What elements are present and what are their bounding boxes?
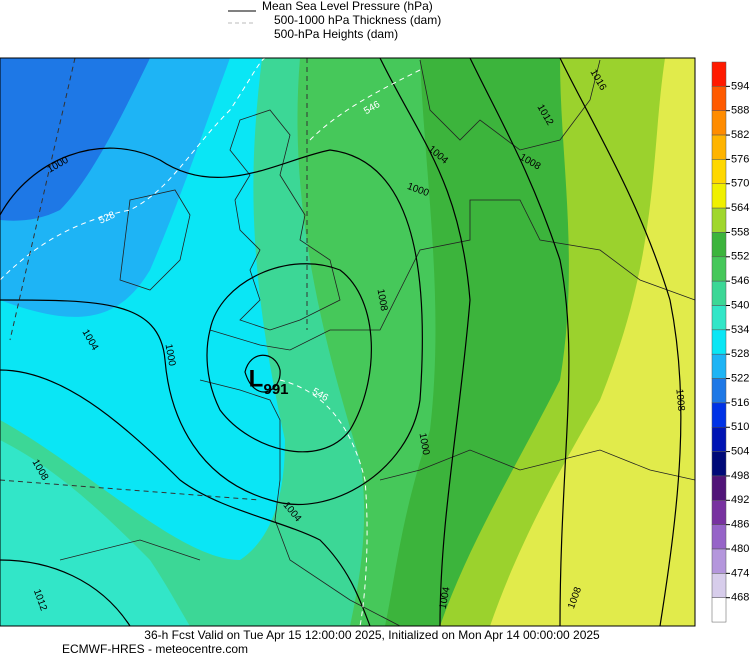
color-box (711, 110, 727, 136)
isobar (206, 263, 372, 453)
color-box (711, 329, 727, 355)
colorbar: 594 588 582 576 570 564 558 552 546 540 534 528 522 5… (711, 61, 749, 623)
colorbar-label: 528 (731, 348, 749, 360)
map-frame (0, 57, 696, 627)
color-box (711, 61, 727, 87)
isobar (0, 147, 423, 505)
height-line (9, 57, 76, 341)
color-box (711, 353, 727, 379)
colorbar-label: 588 (731, 105, 749, 117)
isobar-label: 1004 (438, 586, 453, 610)
color-box (711, 134, 727, 160)
color-box (711, 232, 727, 258)
thickness-line (0, 57, 266, 281)
colorbar-label: 498 (731, 470, 749, 482)
isobar-label: 1008 (673, 388, 686, 412)
color-box (711, 256, 727, 282)
band (0, 58, 150, 221)
color-box (711, 500, 727, 525)
colorbar-label: 468 (731, 592, 749, 604)
legend-text: 500-1000 hPa Thickness (dam) (274, 13, 441, 27)
colorbar-label: 540 (731, 299, 749, 311)
colorbar-label: 546 (731, 275, 749, 287)
color-box (711, 159, 727, 184)
coastline (229, 109, 341, 331)
colorbar-label: 576 (731, 153, 749, 165)
color-box (711, 573, 727, 598)
colorbar-label: 510 (731, 421, 749, 433)
colorbar-label: 474 (731, 567, 749, 579)
legend-text: Mean Sea Level Pressure (hPa) (262, 0, 433, 13)
colorbar-label: 594 (731, 80, 749, 92)
color-box (711, 86, 727, 111)
coastline (119, 189, 191, 291)
isobar (469, 57, 570, 627)
color-box (711, 305, 727, 331)
coastline (59, 199, 696, 627)
color-box (711, 378, 727, 404)
thickness-line (279, 69, 421, 627)
isobar (0, 369, 371, 627)
color-box (711, 207, 727, 233)
colorbar-label: 564 (731, 202, 749, 214)
legend-text: 500-hPa Heights (dam) (274, 27, 398, 41)
colorbar-label: 534 (731, 324, 749, 336)
colorbar-label: 516 (731, 397, 749, 409)
isobar (379, 57, 471, 627)
color-box (711, 280, 727, 306)
colorbar-label: 558 (731, 226, 749, 238)
color-box (711, 548, 727, 574)
isobar (0, 559, 131, 627)
isobar (244, 354, 281, 393)
low-symbol: L (249, 365, 264, 392)
color-box (711, 427, 727, 452)
colorbar-label: 480 (731, 543, 749, 555)
isobar-label: 1000 (417, 432, 432, 456)
colorbar-label: 486 (731, 519, 749, 531)
isobar (559, 57, 682, 627)
color-box (711, 183, 727, 209)
color-box (711, 475, 727, 501)
colorbar-label: 570 (731, 178, 749, 190)
footer-text: ECMWF-HRES - meteocentre.com (62, 642, 248, 656)
colorbar-label: 582 (731, 129, 749, 141)
colorbar-label: 492 (731, 494, 749, 506)
colorbar-label: 552 (731, 251, 749, 263)
band (0, 440, 190, 626)
isobar-label: 1008 (375, 288, 390, 312)
color-box (711, 451, 727, 477)
low-pressure: 991 (263, 381, 288, 398)
color-box (711, 402, 727, 428)
color-box (711, 597, 727, 623)
height-line (0, 479, 261, 501)
footer-text: 36-h Fcst Valid on Tue Apr 15 12:00:00 2… (144, 628, 600, 642)
colorbar-label: 504 (731, 446, 749, 458)
colorbar-label: 522 (731, 372, 749, 384)
isobar-label: 1000 (163, 343, 178, 367)
color-box (711, 524, 727, 550)
